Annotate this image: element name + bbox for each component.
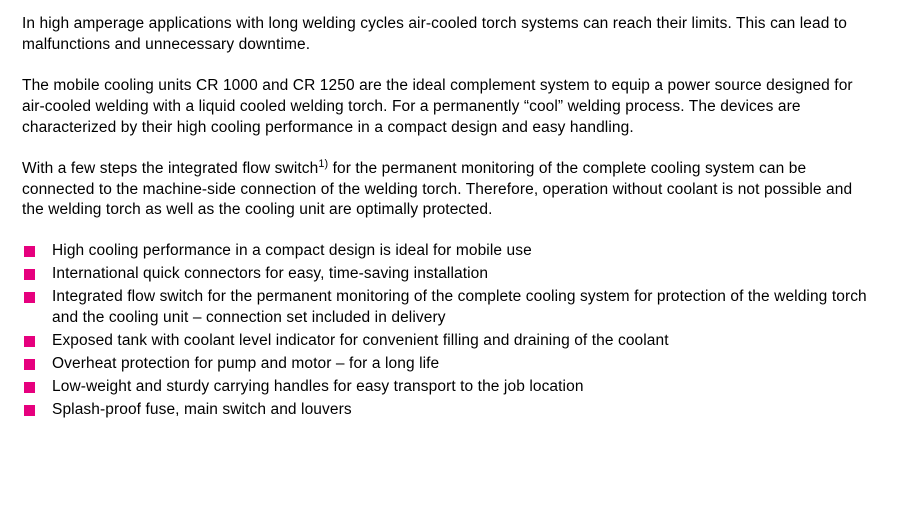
list-item-text: Low-weight and sturdy carrying handles f… [52, 378, 584, 395]
list-item-text: Splash-proof fuse, main switch and louve… [52, 401, 352, 418]
list-item-text: International quick connectors for easy,… [52, 265, 488, 282]
footnote-marker: 1) [318, 157, 328, 169]
list-item-text: Exposed tank with coolant level indicato… [52, 332, 669, 349]
intro-paragraph-1: In high amperage applications with long … [22, 14, 878, 56]
list-item-text: Integrated flow switch for the permanent… [52, 288, 867, 326]
list-item: Splash-proof fuse, main switch and louve… [22, 400, 878, 421]
list-item: High cooling performance in a compact de… [22, 241, 878, 262]
intro-paragraph-2: The mobile cooling units CR 1000 and CR … [22, 76, 878, 139]
list-item: Low-weight and sturdy carrying handles f… [22, 377, 878, 398]
intro-paragraph-3: With a few steps the integrated flow swi… [22, 159, 878, 222]
p3-text-pre: With a few steps the integrated flow swi… [22, 160, 318, 177]
list-item: Overheat protection for pump and motor –… [22, 354, 878, 375]
list-item-text: Overheat protection for pump and motor –… [52, 355, 439, 372]
list-item: Integrated flow switch for the permanent… [22, 287, 878, 329]
list-item: Exposed tank with coolant level indicato… [22, 331, 878, 352]
feature-list: High cooling performance in a compact de… [22, 241, 878, 420]
document-page: In high amperage applications with long … [0, 0, 900, 524]
list-item: International quick connectors for easy,… [22, 264, 878, 285]
list-item-text: High cooling performance in a compact de… [52, 242, 532, 259]
